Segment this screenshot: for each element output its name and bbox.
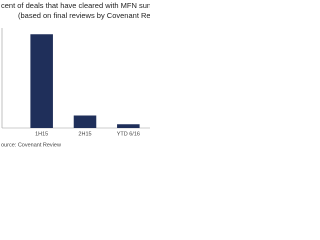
x-tick-label: YTD 6/16 xyxy=(117,131,140,137)
chart-title: cent of deals that have cleared with MFN… xyxy=(1,1,150,10)
bar xyxy=(30,34,53,128)
bar xyxy=(117,124,140,128)
chart: cent of deals that have cleared with MFN… xyxy=(1,1,150,148)
source-note: ource: Covenant Review xyxy=(1,142,61,148)
x-tick-label: 2H15 xyxy=(78,131,91,137)
x-tick-label: 1H15 xyxy=(35,131,48,137)
page: {"chart_data": {"type": "bar", "title": … xyxy=(0,0,150,150)
bar xyxy=(73,115,97,128)
chart-subtitle: (based on final reviews by Covenant Revi… xyxy=(18,11,150,20)
